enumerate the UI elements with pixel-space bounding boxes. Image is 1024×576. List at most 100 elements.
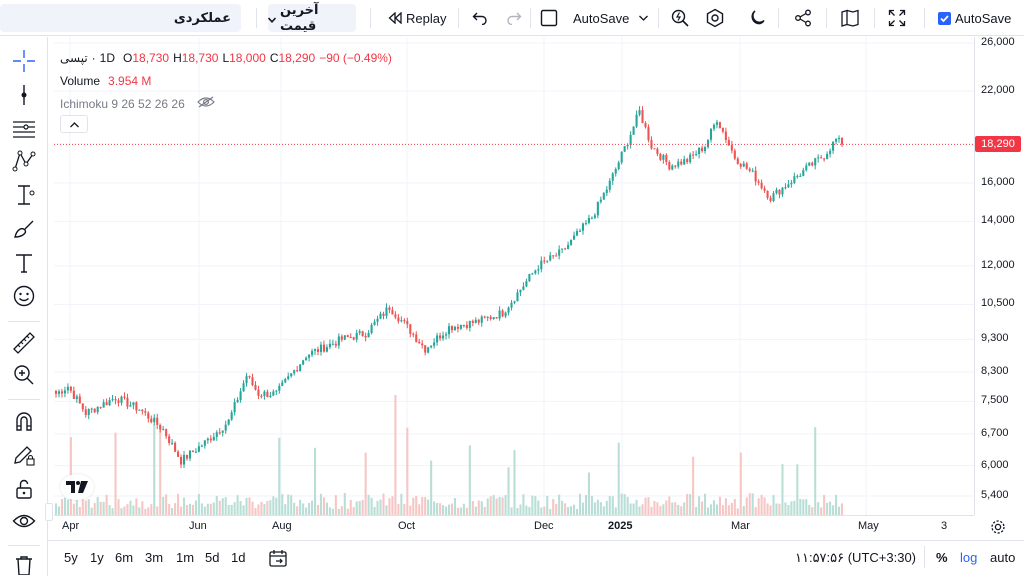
measure-tool[interactable] — [10, 331, 38, 359]
range-button-1d[interactable]: 1d — [231, 550, 246, 565]
candle-body — [614, 168, 617, 174]
theme-toggle-button[interactable] — [748, 6, 766, 30]
toolbar-divider — [924, 8, 925, 28]
volume-bar — [340, 506, 343, 515]
snapshot-button[interactable] — [840, 6, 860, 30]
hide-drawings-tool[interactable] — [10, 509, 38, 537]
candle-body — [692, 154, 695, 156]
candle-body — [248, 376, 251, 378]
price-axis-label: 16,000 — [981, 175, 1015, 188]
range-button-5y[interactable]: 5y — [64, 550, 78, 565]
range-button-6m[interactable]: 6m — [115, 550, 134, 565]
candle-body — [715, 122, 718, 125]
quick-search-button[interactable] — [670, 6, 690, 30]
toolbar-divider — [8, 399, 40, 400]
volume-bar — [90, 507, 93, 515]
price-axis-label: 6,000 — [981, 458, 1009, 471]
prediction-tools[interactable] — [10, 183, 38, 211]
range-button-1y[interactable]: 1y — [90, 550, 104, 565]
toolbar-divider — [826, 8, 827, 28]
emoji-tools[interactable] — [10, 284, 38, 312]
trend-line-tools[interactable] — [10, 117, 38, 145]
eye-off-icon[interactable] — [196, 96, 215, 111]
price-axis[interactable] — [974, 37, 1024, 515]
volume-bar — [695, 507, 698, 515]
magnet-tool[interactable] — [10, 409, 38, 437]
auto-scale-button[interactable]: auto — [990, 550, 1016, 565]
ohlc-row[interactable]: تپسی · 1D O 18,730 H 18,730 L 18,000 C 18,29… — [60, 46, 392, 69]
time-axis-label: 2025 — [608, 520, 633, 532]
legend-collapse-button[interactable] — [60, 115, 88, 133]
volume-bar — [632, 503, 635, 515]
volume-bar — [105, 494, 108, 515]
volume-bar — [778, 503, 781, 515]
goto-date-button[interactable] — [268, 548, 288, 568]
candle-body — [531, 273, 534, 275]
symbol-search-button[interactable]: عملکردی — [0, 4, 241, 32]
price-axis-label: 10,500 — [981, 297, 1015, 310]
checkbox-checked-icon — [938, 11, 951, 25]
candlestick-chart[interactable] — [54, 37, 974, 515]
volume-bar — [322, 497, 325, 515]
hexagon-gear-icon — [705, 8, 725, 28]
toolbar-divider — [256, 8, 257, 28]
lock-drawings-tool[interactable] — [10, 477, 38, 505]
candle-body — [507, 307, 510, 313]
axis-settings-button[interactable] — [990, 519, 1008, 537]
candle-body — [668, 162, 671, 170]
toolbar-divider — [924, 546, 925, 568]
candle-body — [730, 145, 733, 151]
volume-bar — [811, 507, 814, 515]
volume-bar — [397, 504, 400, 515]
volume-bar — [706, 507, 710, 515]
candle-body — [263, 391, 266, 397]
candle-body — [808, 162, 811, 166]
percent-scale-button[interactable]: % — [936, 550, 948, 565]
time-axis-label: Jun — [189, 520, 207, 532]
share-button[interactable] — [794, 6, 812, 30]
zoom-in-tool[interactable] — [10, 363, 38, 391]
crosshair-tool[interactable] — [10, 49, 38, 77]
pattern-tools[interactable] — [10, 149, 38, 177]
redo-button[interactable] — [506, 6, 522, 30]
volume-bar — [87, 499, 90, 515]
undo-button[interactable] — [472, 6, 488, 30]
layout-button[interactable] — [540, 6, 558, 30]
range-button-3m[interactable]: 3m — [145, 550, 164, 565]
toolbar-collapse-handle[interactable] — [45, 503, 53, 521]
volume-bar — [626, 496, 629, 515]
fullscreen-button[interactable] — [888, 6, 906, 30]
volume-bar — [748, 493, 751, 515]
volume-bar — [54, 503, 58, 515]
volume-row[interactable]: Volume 3.954 M — [60, 69, 392, 92]
candle-body — [278, 385, 281, 391]
brush-tools[interactable] — [10, 217, 38, 245]
autosave-checkbox[interactable]: AutoSave — [938, 6, 1011, 30]
indicator-row[interactable]: Ichimoku 9 26 52 26 26 — [60, 92, 392, 115]
log-scale-button[interactable]: log — [960, 550, 978, 565]
tradingview-logo[interactable] — [60, 474, 94, 500]
price-axis-label: 14,000 — [981, 214, 1015, 227]
volume-bar — [180, 506, 183, 515]
text-tools[interactable] — [10, 251, 38, 279]
cursor-tool[interactable] — [10, 83, 38, 111]
volume-bar — [248, 497, 251, 515]
range-button-1m[interactable]: 1m — [176, 550, 195, 565]
candle-body — [656, 148, 659, 154]
keep-drawing-tool[interactable] — [10, 443, 38, 471]
autosave-menu-button[interactable]: AutoSave — [573, 6, 649, 30]
settings-button[interactable] — [705, 6, 725, 30]
time-axis[interactable] — [54, 515, 974, 539]
price-type-dropdown[interactable]: آخرین قیمت — [267, 2, 356, 33]
volume-bar — [575, 508, 579, 515]
volume-bar — [227, 504, 230, 515]
clock-timezone[interactable]: ۱۱:۵۷:۵۶ (UTC+3:30) — [795, 550, 916, 565]
volume-bar — [516, 508, 519, 515]
chart-pane[interactable] — [54, 37, 974, 515]
replay-button[interactable]: Replay — [388, 6, 446, 30]
remove-drawings-tool[interactable] — [10, 553, 38, 576]
candle-body — [287, 376, 290, 380]
volume-bar — [826, 502, 829, 515]
range-button-5d[interactable]: 5d — [205, 550, 220, 565]
volume-bar — [424, 497, 427, 515]
